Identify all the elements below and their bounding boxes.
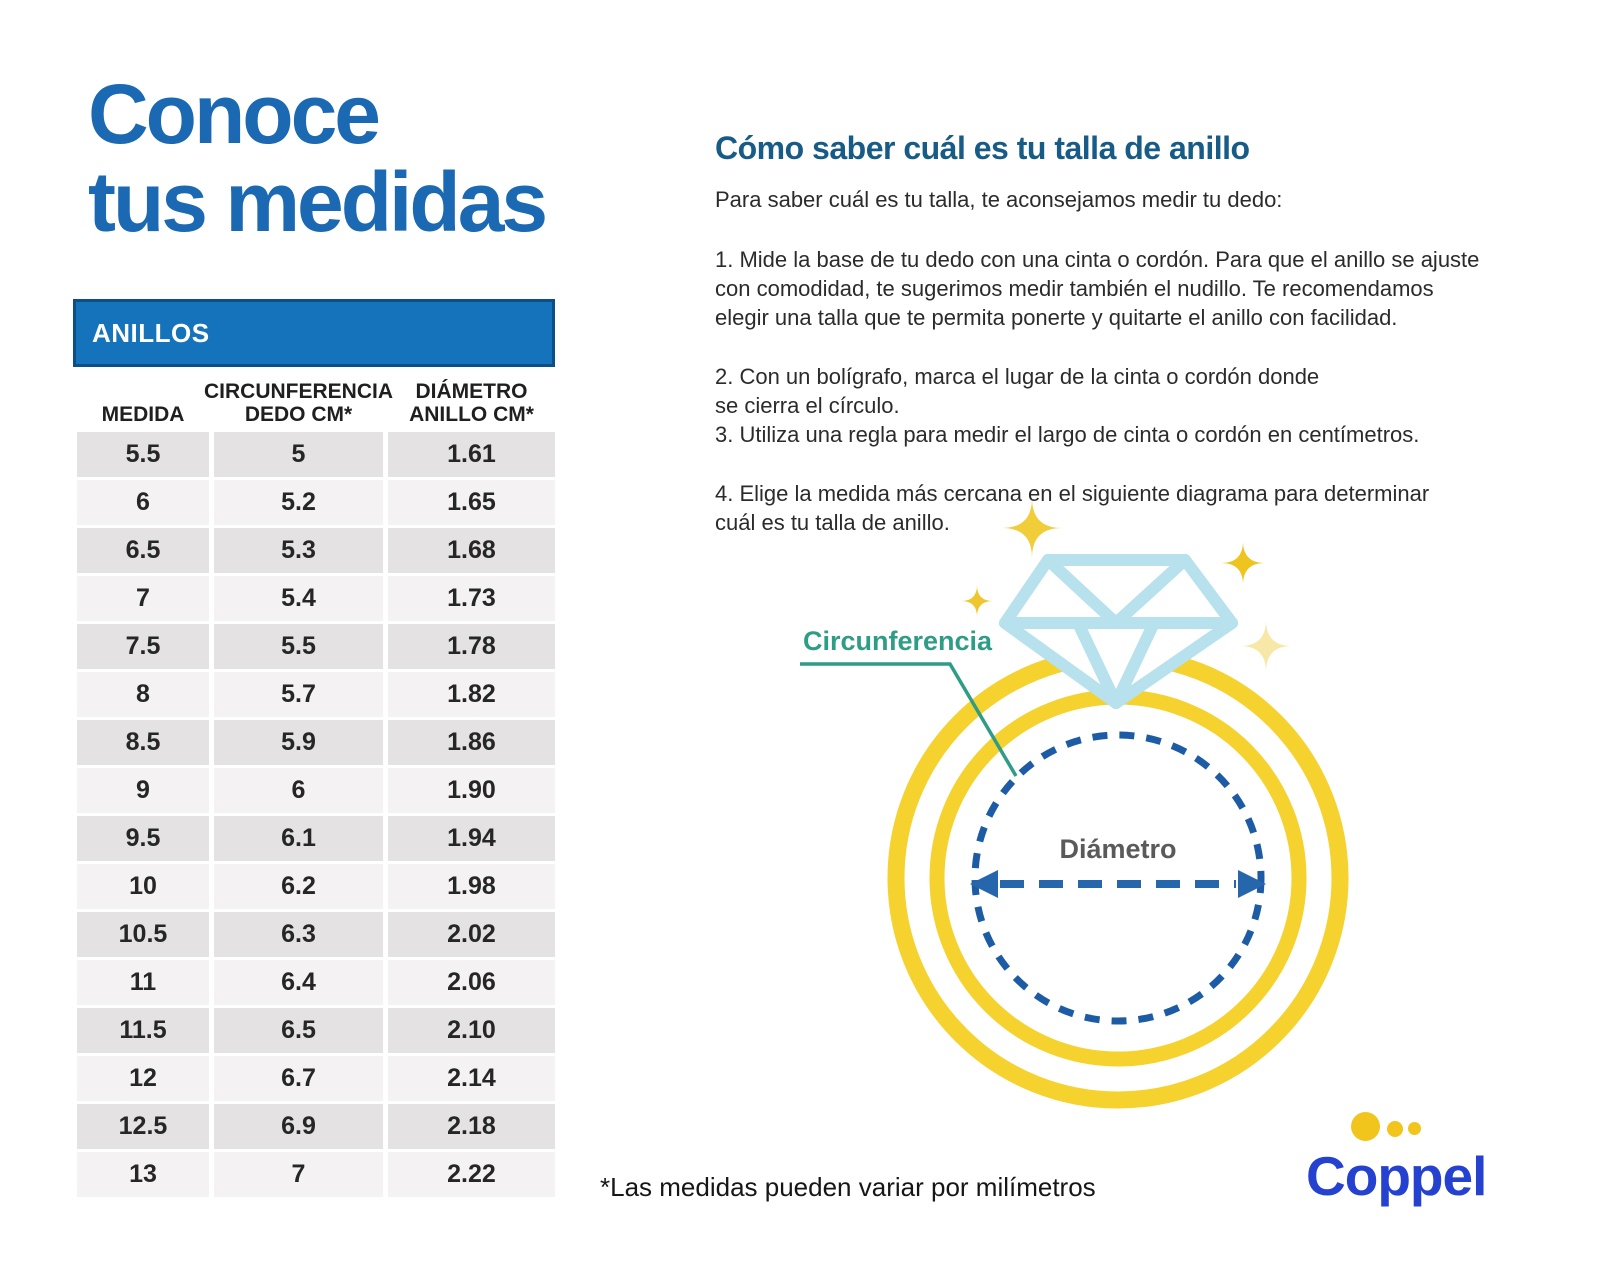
table-cell: 7 bbox=[77, 576, 209, 621]
table-cell: 5.3 bbox=[214, 528, 383, 573]
table-cell: 6.5 bbox=[214, 1008, 383, 1053]
table-row: 10.5 6.3 2.02 bbox=[77, 912, 555, 957]
table-cell: 1.78 bbox=[388, 624, 555, 669]
table-cell: 1.61 bbox=[388, 432, 555, 477]
table-cell: 1.68 bbox=[388, 528, 555, 573]
ring-diagram: Circunferencia Diámetro bbox=[800, 498, 1349, 1109]
anillos-header-label: ANILLOS bbox=[92, 317, 210, 348]
table-cell: 2.14 bbox=[388, 1056, 555, 1101]
table-cell: 8 bbox=[77, 672, 209, 717]
diameter-label: Diámetro bbox=[1059, 834, 1176, 864]
ring-outer-band bbox=[887, 647, 1349, 1109]
table-cell: 6.4 bbox=[214, 960, 383, 1005]
table-cell: 2.18 bbox=[388, 1104, 555, 1149]
table-cell: 10 bbox=[77, 864, 209, 909]
circumference-leader-line bbox=[800, 662, 1018, 777]
page-title-line-1: Conoce bbox=[88, 67, 381, 161]
table-cell: 6 bbox=[77, 480, 209, 525]
table-cell: 1.90 bbox=[388, 768, 555, 813]
size-table-body: 5.5 5 1.61 6 5.2 1.65 6.5 5.3 1.68 7 5.4 1.73 7.5 5.5… bbox=[77, 432, 555, 1200]
table-cell: 5.9 bbox=[214, 720, 383, 765]
table-row: 6.5 5.3 1.68 bbox=[77, 528, 555, 573]
table-cell: 5.7 bbox=[214, 672, 383, 717]
table-row: 7 5.4 1.73 bbox=[77, 576, 555, 621]
table-cell: 1.94 bbox=[388, 816, 555, 861]
table-row: 8 5.7 1.82 bbox=[77, 672, 555, 717]
logo-dot-icon bbox=[1387, 1121, 1403, 1137]
instructions-intro: Para saber cuál es tu talla, te aconseja… bbox=[715, 187, 1283, 212]
table-cell: 1.86 bbox=[388, 720, 555, 765]
table-cell: 7.5 bbox=[77, 624, 209, 669]
table-cell: 6.7 bbox=[214, 1056, 383, 1101]
table-cell: 10.5 bbox=[77, 912, 209, 957]
table-cell: 1.82 bbox=[388, 672, 555, 717]
table-row: 8.5 5.9 1.86 bbox=[77, 720, 555, 765]
table-cell: 6.3 bbox=[214, 912, 383, 957]
table-row: 7.5 5.5 1.78 bbox=[77, 624, 555, 669]
table-row: 9 6 1.90 bbox=[77, 768, 555, 813]
logo-dot-icon bbox=[1351, 1112, 1380, 1141]
table-row: 9.5 6.1 1.94 bbox=[77, 816, 555, 861]
table-cell: 8.5 bbox=[77, 720, 209, 765]
footnote: *Las medidas pueden variar por milímetro… bbox=[600, 1172, 1096, 1202]
column-header-diametro: DIÁMETRO ANILLO CM* bbox=[409, 380, 534, 426]
table-cell: 9 bbox=[77, 768, 209, 813]
table-cell: 6.2 bbox=[214, 864, 383, 909]
table-cell: 1.98 bbox=[388, 864, 555, 909]
table-cell: 1.73 bbox=[388, 576, 555, 621]
column-header-medida: MEDIDA bbox=[101, 403, 185, 426]
table-row: 10 6.2 1.98 bbox=[77, 864, 555, 909]
page-title: Conoce tus medidas bbox=[88, 67, 548, 249]
diamond-icon bbox=[999, 554, 1238, 709]
sparkle-icon bbox=[1002, 498, 1062, 558]
sparkle-icon bbox=[1240, 620, 1292, 672]
instruction-step-3: 3. Utiliza una regla para medir el largo… bbox=[715, 422, 1420, 447]
circumference-label: Circunferencia bbox=[803, 626, 993, 656]
instructions-heading: Cómo saber cuál es tu talla de anillo bbox=[715, 130, 1250, 166]
table-cell: 12 bbox=[77, 1056, 209, 1101]
table-row: 5.5 5 1.61 bbox=[77, 432, 555, 477]
instructions-section: Cómo saber cuál es tu talla de anillo Pa… bbox=[715, 130, 1575, 567]
size-table-column-headers: MEDIDA CIRCUNFERENCIA DEDO CM* DIÁMETRO … bbox=[77, 370, 555, 430]
diameter-arrow bbox=[970, 870, 1266, 898]
table-cell: 6.9 bbox=[214, 1104, 383, 1149]
table-row: 13 7 2.22 bbox=[77, 1152, 555, 1197]
table-cell: 6.1 bbox=[214, 816, 383, 861]
table-cell: 6.5 bbox=[77, 528, 209, 573]
instruction-step-4: 4. Elige la medida más cercana en el sig… bbox=[715, 481, 1430, 535]
table-row: 12 6.7 2.14 bbox=[77, 1056, 555, 1101]
table-cell: 5.5 bbox=[214, 624, 383, 669]
table-row: 11 6.4 2.06 bbox=[77, 960, 555, 1005]
column-header-circunferencia: CIRCUNFERENCIA DEDO CM* bbox=[204, 380, 393, 426]
table-cell: 13 bbox=[77, 1152, 209, 1197]
table-cell: 5.5 bbox=[77, 432, 209, 477]
table-cell: 9.5 bbox=[77, 816, 209, 861]
table-cell: 11 bbox=[77, 960, 209, 1005]
table-cell: 6 bbox=[214, 768, 383, 813]
table-cell: 5 bbox=[214, 432, 383, 477]
page-title-line-2: tus medidas bbox=[88, 155, 548, 249]
logo-dot-icon bbox=[1408, 1122, 1421, 1135]
table-row: 11.5 6.5 2.10 bbox=[77, 1008, 555, 1053]
table-row: 12.5 6.9 2.18 bbox=[77, 1104, 555, 1149]
circumference-dashed-circle bbox=[971, 731, 1265, 1025]
table-cell: 1.65 bbox=[388, 480, 555, 525]
instruction-step-1: 1. Mide la base de tu dedo con una cinta… bbox=[715, 247, 1480, 330]
table-cell: 2.06 bbox=[388, 960, 555, 1005]
table-cell: 11.5 bbox=[77, 1008, 209, 1053]
table-cell: 7 bbox=[214, 1152, 383, 1197]
table-cell: 2.22 bbox=[388, 1152, 555, 1197]
logo-wordmark: Coppel bbox=[1306, 1145, 1487, 1207]
table-cell: 5.4 bbox=[214, 576, 383, 621]
instruction-step-2: 2. Con un bolígrafo, marca el lugar de l… bbox=[715, 364, 1320, 418]
table-cell: 12.5 bbox=[77, 1104, 209, 1149]
sparkle-icon bbox=[1221, 541, 1265, 585]
table-cell: 2.02 bbox=[388, 912, 555, 957]
anillos-header-bar: ANILLOS bbox=[73, 299, 555, 367]
table-cell: 5.2 bbox=[214, 480, 383, 525]
table-row: 6 5.2 1.65 bbox=[77, 480, 555, 525]
sparkle-icon bbox=[961, 585, 993, 617]
table-cell: 2.10 bbox=[388, 1008, 555, 1053]
